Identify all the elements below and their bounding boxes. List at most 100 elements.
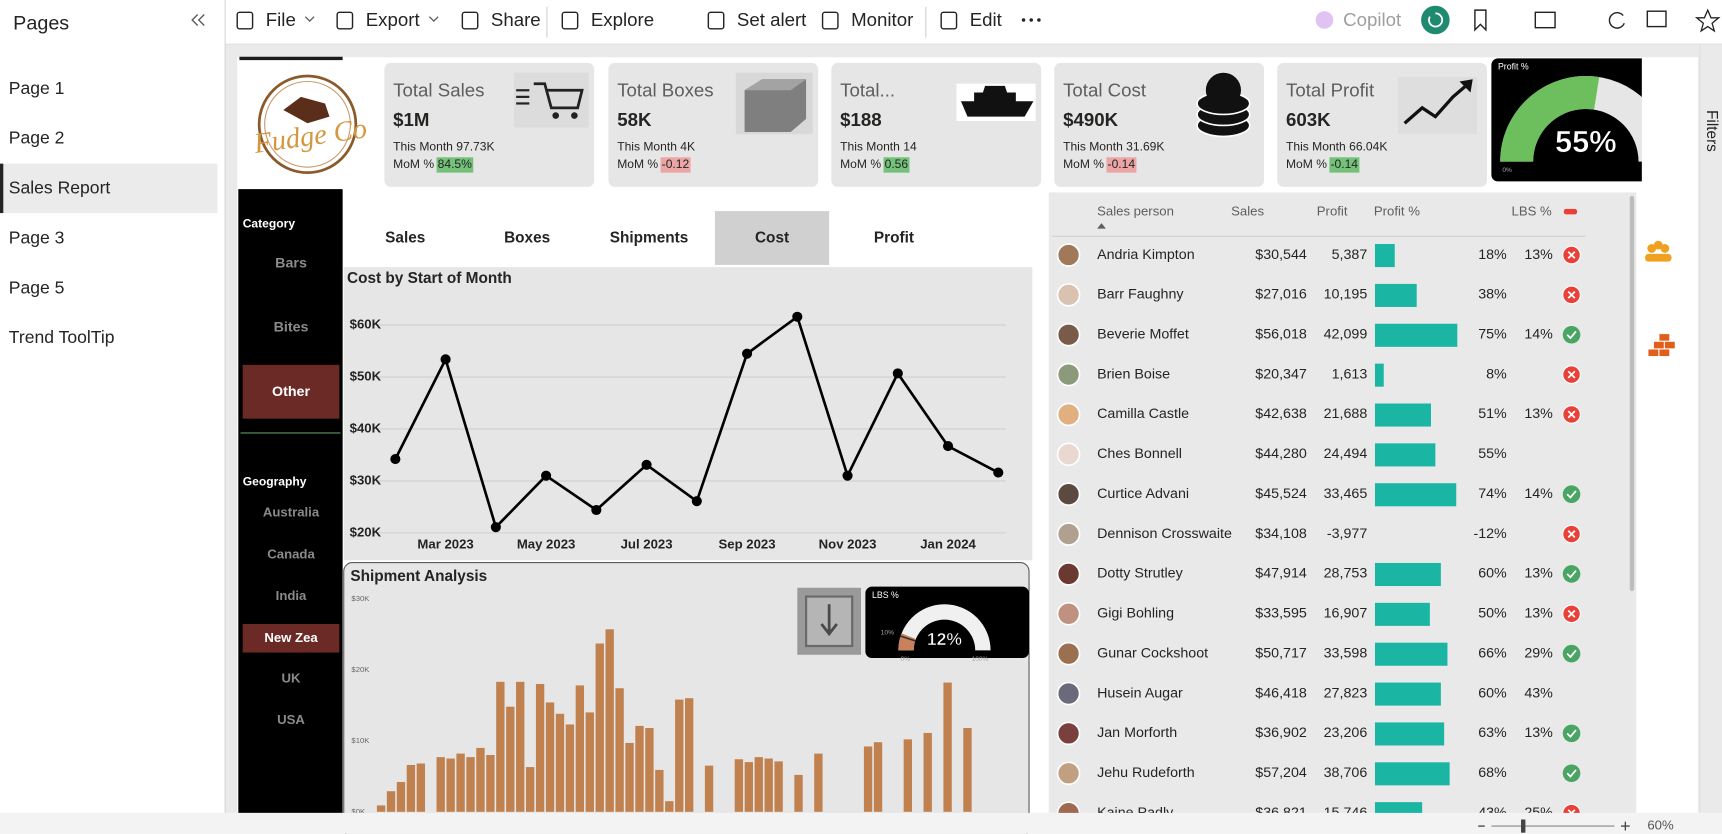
- kpi-icon-wheel: [552, 112, 559, 119]
- toolbar-button[interactable]: Share: [491, 9, 541, 30]
- more-dot: [1029, 18, 1033, 22]
- pages-pane: [0, 0, 226, 813]
- dropdown-chevron: [304, 16, 315, 23]
- tab[interactable]: Boxes: [504, 230, 550, 247]
- kpi-icon-ship: [960, 85, 1034, 117]
- slicer-selected: [242, 364, 340, 419]
- toolbar-button[interactable]: File: [266, 9, 296, 30]
- kpi-mom-badge: [883, 157, 910, 173]
- status-pass-icon: [1562, 644, 1581, 663]
- data-bar: [1374, 363, 1384, 387]
- bar: [645, 728, 654, 812]
- status-fail-cross: [1567, 290, 1576, 299]
- tab[interactable]: Profit: [874, 230, 914, 247]
- scrollbar-thumb: [1629, 195, 1635, 592]
- toolbar-icon: [707, 11, 725, 30]
- column-header[interactable]: LBS %: [1512, 204, 1553, 219]
- profit-pct-cell: 74%: [1478, 486, 1507, 502]
- y-tick-label: $50K: [350, 369, 382, 384]
- toolbar-icon: [236, 11, 254, 30]
- page-item[interactable]: Page 2: [9, 128, 65, 148]
- lbs-header-icon: [1563, 208, 1578, 215]
- tab[interactable]: Sales: [385, 230, 425, 247]
- people-icon: [1647, 244, 1657, 253]
- gauge-target: [900, 635, 916, 642]
- x-tick-label: Nov 2023: [819, 536, 877, 551]
- slicer-item[interactable]: Other: [272, 384, 310, 400]
- page-selected: [0, 163, 218, 214]
- chart-panel: [343, 267, 1033, 561]
- more-dot: [1021, 18, 1026, 22]
- page-item[interactable]: Page 1: [9, 78, 65, 98]
- gauge-card: [1491, 58, 1680, 182]
- kpi-title: Total Cost: [1063, 79, 1147, 100]
- profit-cell: 33,598: [1324, 645, 1368, 661]
- slicer-item[interactable]: Canada: [267, 546, 315, 561]
- toolbar-button[interactable]: Explore: [591, 9, 654, 30]
- toolbar-button[interactable]: Monitor: [851, 9, 913, 30]
- kpi-mom: 0.56: [885, 157, 909, 171]
- profit-pct-cell: 51%: [1478, 406, 1507, 422]
- bar: [565, 724, 575, 812]
- gauge-title: Profit %: [1498, 62, 1529, 72]
- filters-pane-label[interactable]: Filters: [1703, 110, 1720, 152]
- tab[interactable]: Cost: [755, 230, 789, 247]
- toolbar-button[interactable]: Edit: [970, 9, 1003, 30]
- bricks-icon: [1653, 341, 1664, 349]
- toolbar-button[interactable]: Export: [366, 9, 421, 30]
- bar: [436, 757, 445, 812]
- sales-cell: $34,108: [1255, 526, 1307, 542]
- copilot-button[interactable]: Copilot: [1343, 9, 1402, 30]
- slicer-item[interactable]: USA: [277, 712, 305, 727]
- bar: [704, 765, 714, 812]
- profit-pct-cell: 60%: [1478, 685, 1507, 701]
- tab[interactable]: Shipments: [610, 230, 689, 247]
- sales-cell: $20,347: [1255, 366, 1307, 382]
- point: [842, 470, 853, 481]
- slicer-item[interactable]: Bites: [274, 319, 309, 335]
- column-header[interactable]: Sales: [1231, 204, 1264, 219]
- page-item[interactable]: Sales Report: [9, 178, 111, 198]
- status-pass-check: [1566, 330, 1577, 340]
- profit-pct-cell: 60%: [1478, 566, 1507, 582]
- column-header[interactable]: Profit: [1317, 204, 1348, 219]
- data-bar: [1374, 722, 1445, 746]
- sales-cell: $45,524: [1255, 486, 1307, 502]
- kpi-title: Total Sales: [393, 79, 484, 100]
- lbs-pct-cell: 14%: [1524, 327, 1553, 343]
- kpi-icon-trend: [1403, 82, 1470, 125]
- page-item[interactable]: Trend ToolTip: [9, 327, 115, 347]
- column-header[interactable]: Profit %: [1374, 204, 1420, 219]
- refresh-icon: [1428, 12, 1444, 28]
- kpi-title: Total...: [840, 79, 895, 100]
- bar: [903, 739, 913, 812]
- point: [993, 467, 1004, 478]
- logo-ring-inner: [264, 80, 351, 168]
- people-icon: [1653, 240, 1663, 250]
- page-item[interactable]: Page 3: [9, 227, 65, 247]
- toolbar-button[interactable]: Set alert: [737, 9, 807, 30]
- logo-ring: [257, 74, 358, 175]
- sales-cell: $56,018: [1255, 327, 1307, 343]
- page-item[interactable]: Page 5: [9, 277, 65, 297]
- slicer-item[interactable]: India: [276, 588, 307, 603]
- page-selected-bar: [0, 163, 4, 214]
- slicer-panel: [238, 189, 343, 813]
- kpi-this-month: This Month 31.69K: [1063, 140, 1164, 154]
- column-header[interactable]: Sales person: [1097, 204, 1174, 219]
- profit-pct-cell: 75%: [1478, 327, 1507, 343]
- avatar: [1056, 641, 1081, 666]
- slicer-item[interactable]: Australia: [263, 505, 320, 520]
- kpi-icon-bg: [513, 72, 589, 128]
- kpi-title: Total Profit: [1286, 79, 1375, 100]
- avatar: [1056, 522, 1081, 546]
- slicer-item[interactable]: Bars: [275, 256, 307, 272]
- slicer-item[interactable]: New Zea: [264, 630, 318, 645]
- data-bar: [1374, 443, 1436, 467]
- y-tick-label: $40K: [350, 420, 382, 435]
- bar: [685, 698, 694, 812]
- bricks-icon: [1659, 334, 1670, 341]
- sales-cell: $36,902: [1255, 725, 1307, 741]
- slicer-item[interactable]: UK: [282, 670, 302, 685]
